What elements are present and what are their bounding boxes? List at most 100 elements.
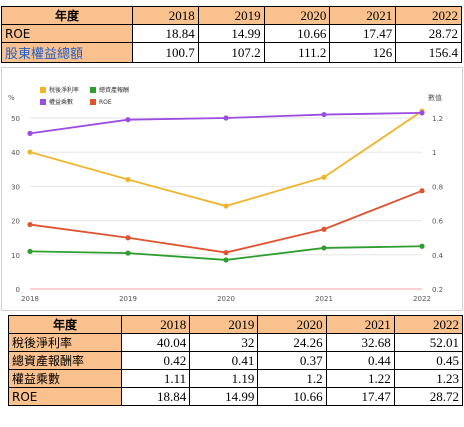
header-cell: 2021 [329, 6, 397, 25]
legend-swatch [40, 99, 46, 105]
data-point [27, 149, 33, 155]
table-cell: 0.44 [325, 351, 395, 370]
data-point [321, 174, 327, 180]
right-axis-tick-label: 0.8 [432, 183, 443, 191]
summary-table: 年度 2018 2019 2020 2021 2022 ROE 18.84 14… [1, 6, 462, 63]
table-row: ROE 18.84 14.99 10.66 17.47 28.72 [8, 387, 464, 406]
table-cell: 1.22 [325, 369, 395, 388]
data-point [223, 257, 229, 263]
legend-swatch [40, 87, 46, 93]
chart-panel: 0 10 20 30 40 50 0.2 0.4 0.6 0.8 1 1.2 2018 2019 2020 2… [1, 67, 463, 311]
table-cell: 107.2 [197, 42, 265, 63]
header-cell: 年度 [8, 315, 122, 334]
header-cell: 2018 [132, 6, 199, 25]
table-cell: 0.41 [189, 351, 259, 370]
row-label: ROE [8, 387, 122, 406]
table-cell: 1.11 [120, 369, 191, 388]
row-label: 總資產報酬率 [8, 351, 122, 370]
header-cell: 2020 [257, 315, 327, 334]
legend-label: 總資產報酬 [99, 86, 129, 94]
left-axis-tick-label: 50 [11, 115, 20, 123]
table-row: 總資產報酬率 0.42 0.41 0.37 0.44 0.45 [8, 351, 464, 370]
ratio-table: 年度 2018 2019 2020 2021 2022 稅後淨利率 40.04 … [8, 315, 464, 406]
left-axis-tick-label: 40 [11, 149, 20, 157]
data-point [321, 245, 327, 251]
data-point [419, 188, 425, 194]
table-cell: 111.2 [263, 42, 331, 63]
row-label: 權益乘數 [8, 369, 122, 388]
right-axis-tick-label: 1.2 [432, 115, 443, 123]
table-cell: 32.68 [325, 333, 395, 352]
data-point [125, 235, 131, 241]
data-point [419, 243, 425, 249]
table-row: 權益乘數 1.11 1.19 1.2 1.22 1.23 [8, 369, 464, 388]
x-axis-tick-label: 2019 [119, 295, 137, 303]
data-point [321, 111, 327, 118]
table-cell: 126 [329, 42, 397, 63]
data-point [125, 176, 131, 183]
x-axis-tick-label: 2020 [217, 295, 235, 303]
legend-label: 稅後淨利率 [49, 86, 79, 94]
table-cell: 17.47 [325, 387, 395, 406]
series-line [29, 189, 423, 254]
header-cell: 2019 [189, 315, 259, 334]
table-cell: 10.66 [257, 387, 327, 406]
data-point [125, 250, 131, 256]
data-point [27, 248, 33, 254]
table-row: ROE 18.84 14.99 10.66 17.47 28.72 [1, 24, 462, 43]
right-axis-tick-label: 0.4 [432, 252, 444, 260]
header-cell: 2022 [395, 6, 462, 25]
header-cell: 2021 [325, 315, 395, 334]
table-cell: 52.01 [393, 333, 464, 352]
x-axis-tick-label: 2018 [21, 295, 39, 303]
table-cell: 0.37 [257, 351, 327, 370]
data-point [223, 203, 229, 209]
right-axis-tick-label: 0.6 [432, 218, 444, 226]
data-point [27, 221, 33, 228]
table-cell: 18.84 [120, 387, 191, 406]
left-axis-tick-label: 20 [11, 218, 20, 226]
table-cell: 40.04 [120, 333, 191, 352]
table-cell: 1.19 [189, 369, 259, 388]
left-axis-tick-label: 0 [16, 286, 20, 294]
table-cell: 100.7 [132, 42, 199, 63]
data-point [125, 117, 131, 123]
row-label: ROE [1, 24, 133, 43]
table-row: 股東權益總額 100.7 107.2 111.2 126 156.4 [1, 42, 462, 63]
table-cell: 1.2 [257, 369, 327, 388]
header-cell: 年度 [1, 6, 133, 25]
x-axis-tick-label: 2022 [413, 295, 431, 303]
line-chart: 0 10 20 30 40 50 0.2 0.4 0.6 0.8 1 1.2 2018 2019 2020 2… [8, 86, 444, 303]
header-cell: 2022 [393, 315, 464, 334]
right-axis-tick-label: 1 [432, 149, 436, 157]
header-cell: 2018 [120, 315, 191, 334]
left-axis-tick-label: 30 [11, 183, 20, 191]
table-cell: 24.26 [257, 333, 327, 352]
data-point [223, 249, 229, 256]
table-header-row: 年度 2018 2019 2020 2021 2022 [8, 315, 464, 334]
legend-swatch [90, 99, 96, 105]
legend-label: ROE [99, 99, 112, 106]
x-axis-tick-label: 2021 [315, 295, 333, 303]
table-cell: 28.72 [393, 387, 464, 406]
table-cell: 14.99 [189, 387, 259, 406]
table-cell: 18.84 [132, 24, 199, 43]
table-cell: 156.4 [395, 42, 462, 63]
right-axis-tick-label: 0.2 [432, 286, 443, 294]
header-cell: 2020 [263, 6, 331, 25]
data-point [419, 110, 425, 116]
table-cell: 0.42 [120, 351, 191, 370]
left-axis-unit-label: % [8, 94, 15, 102]
table-row: 稅後淨利率 40.04 32 24.26 32.68 52.01 [8, 333, 464, 352]
table-cell: 10.66 [263, 24, 331, 43]
left-axis-tick-label: 10 [11, 252, 20, 260]
row-label-link[interactable]: 股東權益總額 [1, 42, 133, 63]
data-point [27, 130, 33, 136]
data-point [321, 226, 327, 232]
table-cell: 17.47 [329, 24, 397, 43]
table-cell: 32 [189, 333, 259, 352]
table-cell: 14.99 [197, 24, 265, 43]
right-axis-unit-label: 數值 [428, 93, 442, 102]
header-cell: 2019 [197, 6, 265, 25]
table-header-row: 年度 2018 2019 2020 2021 2022 [1, 6, 462, 25]
